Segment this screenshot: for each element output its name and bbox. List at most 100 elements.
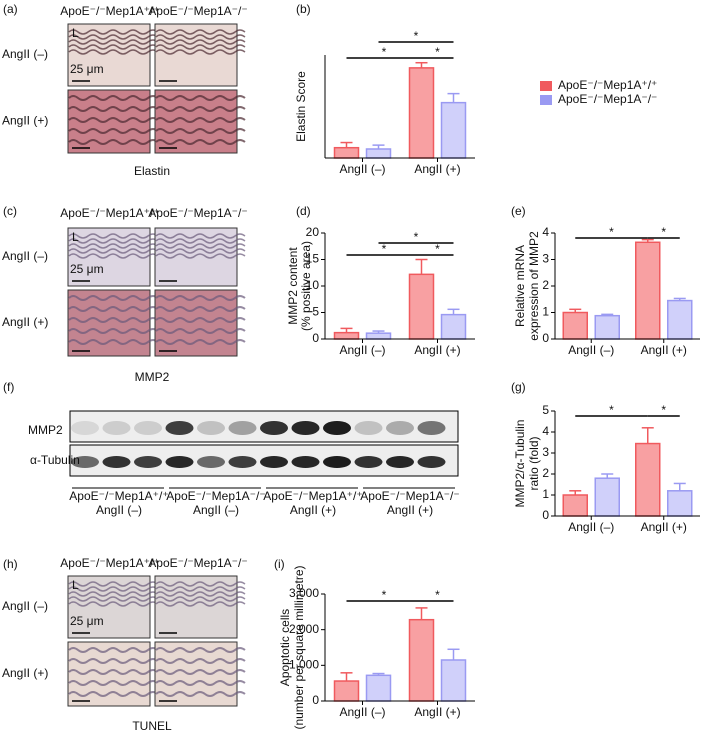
blot-band: [102, 456, 131, 468]
elastic-lamina: [68, 669, 159, 675]
y-tick-label: 15: [306, 252, 320, 266]
bar: [408, 618, 435, 702]
blot-band: [417, 421, 446, 435]
elastic-lamina: [155, 295, 246, 301]
group-label: ApoE⁻/⁻Mep1A⁺/⁺: [69, 489, 168, 503]
blot-band: [291, 421, 320, 435]
elastic-lamina: [68, 117, 159, 123]
panel-label: (h): [3, 557, 18, 571]
bar: [365, 674, 392, 702]
elastic-lamina: [155, 328, 246, 334]
bar: [408, 273, 435, 340]
significance-star: *: [382, 588, 387, 602]
elastic-lamina: [68, 34, 159, 40]
bar: [440, 659, 467, 702]
x-tick-label: AngII (–): [339, 162, 385, 176]
column-header: ApoE⁻/⁻Mep1A⁺/⁺: [60, 4, 159, 18]
lumen-label: L: [72, 578, 79, 592]
elastic-lamina: [155, 669, 246, 675]
elastic-lamina: [155, 117, 246, 123]
stain-caption: Elastin: [134, 164, 170, 178]
panel-label: (c): [3, 204, 17, 218]
y-tick-label: 3,000: [289, 586, 319, 600]
bar: [594, 314, 620, 340]
x-tick-label: AngII (+): [414, 343, 460, 357]
elastic-lamina: [68, 658, 159, 664]
elastic-lamina: [155, 233, 246, 239]
elastic-lamina: [155, 106, 246, 112]
micrograph: [67, 227, 151, 287]
elastic-lamina: [68, 128, 159, 134]
row-label: AngII (+): [2, 114, 48, 128]
elastic-lamina: [155, 601, 246, 607]
legend-label: ApoE⁻/⁻Mep1A⁺/⁺: [558, 78, 657, 92]
row-label: AngII (–): [2, 249, 48, 263]
panel-label: (g): [511, 380, 526, 394]
elastic-lamina: [155, 339, 246, 345]
y-axis-label: ratio (fold): [527, 436, 541, 490]
y-tick-label: 4: [542, 225, 549, 239]
bar: [440, 313, 467, 340]
scale-label: 25 μm: [70, 262, 104, 276]
significance-star: *: [609, 225, 614, 239]
elastic-lamina: [68, 317, 159, 323]
blot-band: [386, 456, 414, 468]
elastic-lamina: [155, 44, 246, 50]
panel-label: (b): [296, 2, 311, 16]
elastic-lamina: [155, 306, 246, 312]
row-label: AngII (+): [2, 315, 48, 329]
bar: [440, 101, 467, 159]
bar: [635, 241, 661, 340]
elastic-lamina: [155, 34, 246, 40]
legend-swatch: [540, 81, 552, 91]
bar: [594, 477, 620, 517]
blot-band: [197, 456, 225, 468]
y-axis-label: (% positive area): [299, 241, 313, 331]
elastic-lamina: [155, 691, 246, 697]
y-tick-label: 0: [312, 693, 319, 707]
lumen-label: L: [72, 230, 79, 244]
elastic-lamina: [68, 233, 159, 239]
y-tick-label: 20: [306, 225, 320, 239]
blot-band: [228, 421, 257, 435]
elastic-lamina: [68, 248, 159, 254]
significance-star: *: [435, 242, 440, 256]
blot-band: [134, 456, 162, 468]
micrograph: [154, 289, 238, 357]
bar: [635, 442, 661, 517]
y-tick-label: 2: [542, 466, 549, 480]
group-label: AngII (+): [387, 503, 433, 517]
blot-band: [165, 421, 194, 435]
blot-band: [260, 456, 288, 468]
elastic-lamina: [68, 39, 159, 45]
elastic-lamina: [155, 658, 246, 664]
column-header: ApoE⁻/⁻Mep1A⁺/⁺: [60, 556, 159, 570]
blot-band: [71, 421, 99, 435]
bar: [365, 332, 392, 340]
elastic-lamina: [155, 596, 246, 602]
panel-label: (f): [3, 380, 14, 394]
blot-band: [354, 456, 383, 468]
panel-label: (i): [274, 557, 285, 571]
band-label: MMP2: [28, 423, 63, 437]
elastic-lamina: [68, 647, 159, 653]
elastic-lamina: [68, 253, 159, 259]
column-header: ApoE⁻/⁻Mep1A⁻/⁻: [148, 206, 247, 220]
elastic-lamina: [155, 591, 246, 597]
x-tick-label: AngII (+): [641, 343, 687, 357]
y-tick-label: 1: [542, 305, 549, 319]
micrograph: [154, 23, 238, 87]
scale-label: 25 μm: [70, 62, 104, 76]
y-axis-label: Apoptotic cells: [278, 609, 292, 686]
scale-label: 25 μm: [70, 614, 104, 628]
group-label: AngII (+): [290, 503, 336, 517]
blot-band: [134, 421, 162, 435]
elastic-lamina: [68, 339, 159, 345]
significance-star: *: [382, 45, 387, 59]
legend-swatch: [540, 95, 552, 105]
elastic-lamina: [68, 691, 159, 697]
stain-caption: TUNEL: [132, 719, 172, 733]
micrograph: [67, 289, 151, 357]
legend-label: ApoE⁻/⁻Mep1A⁻/⁻: [558, 92, 657, 106]
significance-star: *: [609, 403, 614, 417]
